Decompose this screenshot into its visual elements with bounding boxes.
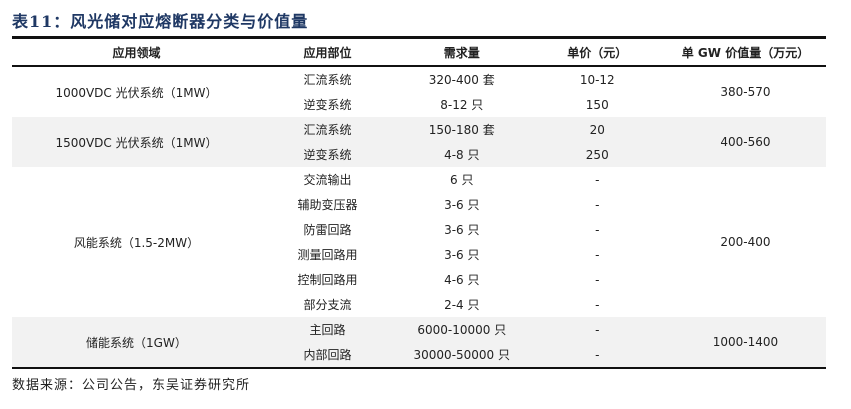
cell-quantity: 150-180 套 bbox=[394, 117, 530, 142]
cell-domain: 1500VDC 光伏系统（1MW） bbox=[12, 117, 261, 167]
cell-domain: 1000VDC 光伏系统（1MW） bbox=[55, 85, 218, 100]
fuse-value-table: 应用领域 应用部位 需求量 单价（元） 单 GW 价值量（万元） 1000VDC… bbox=[12, 36, 826, 369]
cell-quantity: 4-8 只 bbox=[394, 142, 530, 167]
cell-quantity: 3-6 只 bbox=[444, 198, 480, 212]
table-row: 内部回路 30000-50000 只- bbox=[12, 342, 826, 369]
table-title: 表11：风光储对应熔断器分类与价值量 bbox=[12, 12, 309, 31]
header-quantity: 需求量 bbox=[394, 36, 530, 67]
cell-value-per-gw: 200-400 bbox=[720, 235, 771, 249]
cell-unit-price: - bbox=[595, 172, 600, 187]
cell-unit-price: - bbox=[595, 297, 600, 312]
cell-part: 逆变系统 bbox=[260, 142, 395, 167]
header-row: 应用领域 应用部位 需求量 单价（元） 单 GW 价值量（万元） bbox=[12, 36, 826, 67]
cell-part: 部分支流 bbox=[303, 298, 352, 312]
cell-quantity: 6000-10000 只 bbox=[394, 317, 530, 342]
table-row: 部分支流 2-4 只 - bbox=[12, 292, 826, 317]
table-row: 储能系统（1GW） 主回路 6000-10000 只 -1000-1400 bbox=[12, 317, 826, 369]
source-note: 数据来源：公司公告，东吴证券研究所 bbox=[12, 378, 251, 393]
cell-unit-price: - bbox=[595, 197, 600, 212]
cell-quantity: 6 只 bbox=[450, 173, 474, 187]
cell-value-per-gw: 400-560 bbox=[664, 117, 826, 167]
cell-unit-price: - bbox=[595, 222, 600, 237]
cell-domain: 风能系统（1.5-2MW） bbox=[73, 235, 200, 250]
cell-part: 测量回路用 bbox=[297, 248, 358, 262]
cell-domain: 储能系统（1GW） bbox=[12, 317, 261, 369]
cell-quantity: 30000-50000 只 bbox=[394, 342, 530, 369]
cell-value-per-gw: 1000-1400 bbox=[664, 317, 826, 369]
cell-part: 交流输出 bbox=[303, 173, 352, 187]
table-row: 逆变系统 8-12 只 150 bbox=[12, 92, 826, 117]
cell-quantity: 3-6 只 bbox=[444, 223, 480, 237]
cell-part: 汇流系统 bbox=[303, 73, 352, 87]
cell-quantity: 4-6 只 bbox=[444, 273, 480, 287]
table-row: 风能系统（1.5-2MW） 交流输出 6 只 - 200-400 bbox=[12, 167, 826, 250]
cell-part: 防雷回路 bbox=[303, 223, 352, 237]
header-part: 应用部位 bbox=[260, 36, 395, 67]
cell-part: 控制回路用 bbox=[297, 273, 358, 287]
table-row: 1500VDC 光伏系统（1MW） 汇流系统 150-180 套 20 400-560 bbox=[12, 117, 826, 167]
cell-part: 主回路 bbox=[260, 317, 395, 342]
cell-unit-price: - bbox=[595, 247, 600, 262]
header-unit-price: 单价（元） bbox=[529, 36, 665, 67]
table-row: 防雷回路 3-6 只 - bbox=[12, 217, 826, 242]
cell-quantity: 8-12 只 bbox=[440, 98, 484, 112]
table-row: 逆变系统 4-8 只 250 bbox=[12, 142, 826, 167]
cell-part: 汇流系统 bbox=[260, 117, 395, 142]
cell-unit-price: 10-12 bbox=[579, 72, 615, 87]
cell-part: 辅助变压器 bbox=[297, 198, 358, 212]
cell-unit-price: - bbox=[529, 342, 665, 369]
cell-unit-price: 150 bbox=[585, 97, 609, 112]
cell-part: 逆变系统 bbox=[303, 98, 352, 112]
cell-quantity: 320-400 套 bbox=[428, 73, 495, 87]
cell-part: 内部回路 bbox=[260, 342, 395, 369]
table-row: 控制回路用 4-6 只 - bbox=[12, 267, 826, 292]
cell-quantity: 3-6 只 bbox=[444, 248, 480, 262]
table-row: 测量回路用 3-6 只 - bbox=[12, 242, 826, 267]
header-value-per-gw: 单 GW 价值量（万元） bbox=[664, 36, 826, 67]
cell-unit-price: 20 bbox=[529, 117, 665, 142]
header-domain: 应用领域 bbox=[12, 36, 261, 67]
table-row: 1000VDC 光伏系统（1MW） 汇流系统 320-400 套 10-12 380-5… bbox=[12, 66, 826, 100]
cell-value-per-gw: 380-570 bbox=[720, 85, 771, 99]
cell-unit-price: 250 bbox=[529, 142, 665, 167]
cell-quantity: 2-4 只 bbox=[444, 298, 480, 312]
table-row: 辅助变压器 3-6 只 - bbox=[12, 192, 826, 217]
cell-unit-price: - bbox=[529, 317, 665, 342]
cell-unit-price: - bbox=[595, 272, 600, 287]
